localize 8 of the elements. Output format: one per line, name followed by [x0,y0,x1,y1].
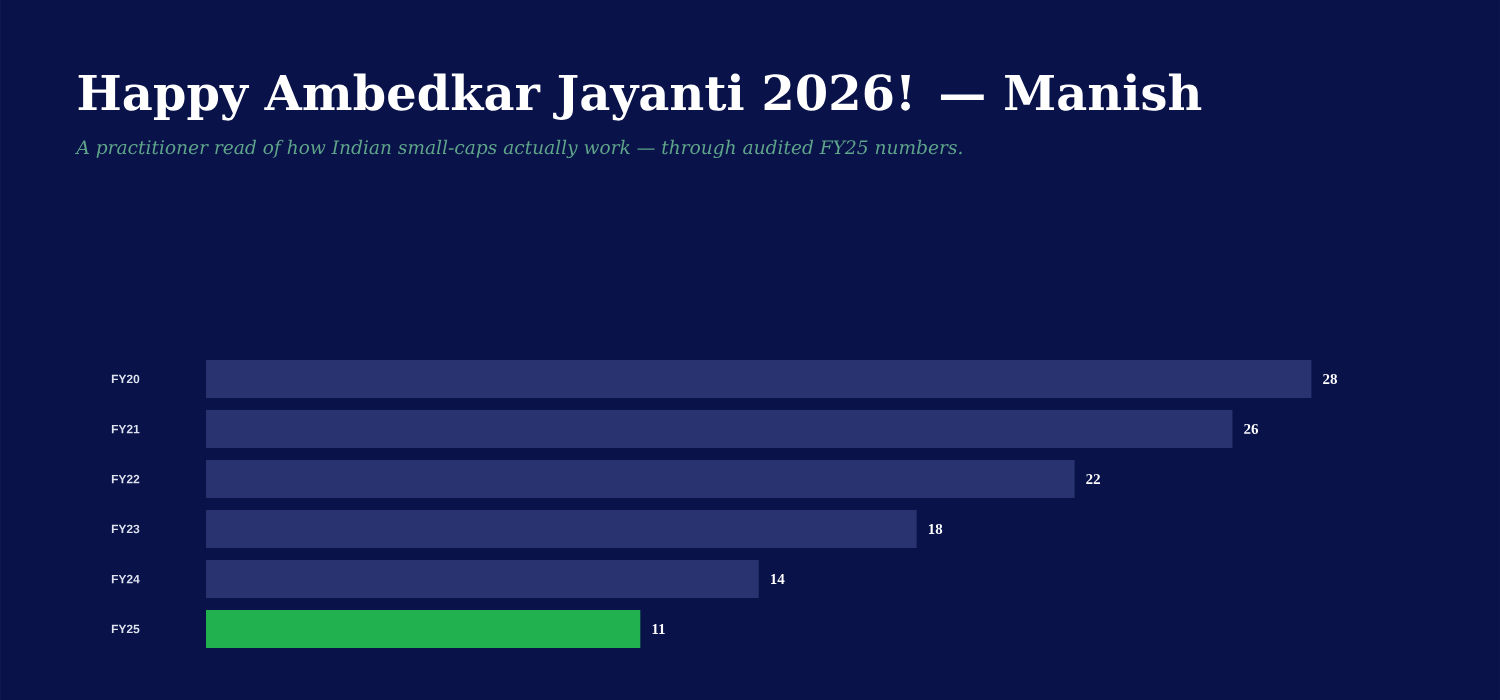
bar [206,459,1075,498]
bar [206,409,1233,448]
bar [206,609,641,648]
bar [206,509,917,548]
chart-subtitle: A practitioner read of how Indian small-caps actually work — through audited FY25 numbers. [75,139,962,159]
bar [206,559,759,598]
chart-title: Happy Ambedkar Jayanti 2026! — Manish [78,73,1202,121]
bar [206,359,1312,398]
